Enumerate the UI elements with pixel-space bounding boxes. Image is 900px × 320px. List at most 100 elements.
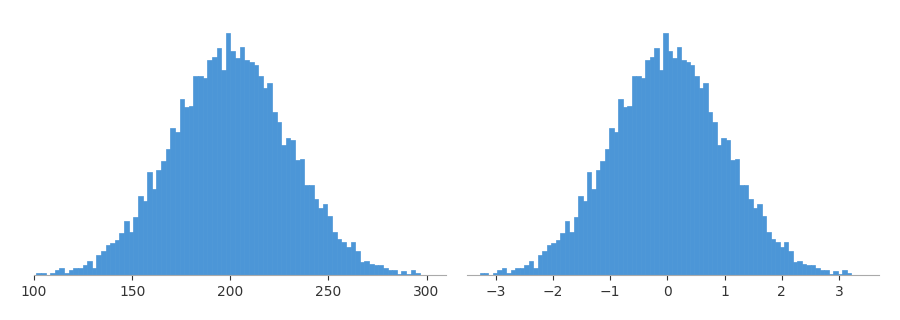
Bar [609, 128, 614, 276]
Bar [323, 204, 328, 276]
Bar [560, 233, 564, 276]
Bar [529, 261, 534, 276]
Bar [775, 242, 779, 276]
Bar [659, 70, 663, 276]
Bar [392, 270, 397, 276]
Bar [148, 172, 152, 276]
Bar [337, 239, 341, 276]
Bar [304, 185, 309, 276]
Bar [217, 48, 221, 276]
Bar [309, 185, 313, 276]
Bar [766, 232, 770, 276]
Bar [811, 265, 815, 276]
Bar [369, 264, 374, 276]
Bar [374, 265, 378, 276]
Bar [4, 275, 9, 276]
Bar [498, 270, 502, 276]
Bar [180, 99, 184, 276]
Bar [434, 275, 438, 276]
Bar [319, 208, 323, 276]
Bar [267, 84, 272, 276]
Bar [212, 57, 217, 276]
Bar [887, 274, 892, 276]
Bar [68, 270, 73, 276]
Bar [779, 247, 784, 276]
Bar [254, 65, 258, 276]
Bar [356, 251, 360, 276]
Bar [690, 65, 695, 276]
Bar [865, 275, 869, 276]
Bar [641, 78, 645, 276]
Bar [194, 76, 198, 276]
Bar [734, 158, 739, 276]
Bar [291, 140, 295, 276]
Bar [672, 58, 677, 276]
Bar [551, 243, 555, 276]
Bar [578, 196, 582, 276]
Bar [263, 88, 267, 276]
Bar [397, 274, 401, 276]
Bar [761, 216, 766, 276]
Bar [50, 273, 55, 276]
Bar [276, 123, 281, 276]
Bar [286, 138, 291, 276]
Bar [64, 273, 68, 276]
Bar [429, 275, 434, 276]
Bar [9, 275, 14, 276]
Bar [829, 274, 833, 276]
Bar [730, 160, 734, 276]
Bar [83, 265, 87, 276]
Bar [401, 271, 406, 276]
Bar [632, 76, 636, 276]
Bar [120, 233, 124, 276]
Bar [105, 245, 110, 276]
Bar [668, 51, 672, 276]
Bar [663, 33, 668, 276]
Bar [170, 128, 175, 276]
Bar [507, 273, 511, 276]
Bar [493, 273, 498, 276]
Bar [788, 251, 793, 276]
Bar [713, 123, 716, 276]
Bar [784, 242, 788, 276]
Bar [537, 255, 542, 276]
Bar [36, 273, 40, 276]
Bar [596, 170, 600, 276]
Bar [444, 275, 448, 276]
Bar [239, 47, 244, 276]
Bar [820, 270, 824, 276]
Bar [0, 275, 4, 276]
Bar [101, 251, 105, 276]
Bar [793, 262, 797, 276]
Bar [802, 264, 806, 276]
Bar [695, 76, 699, 276]
Bar [415, 273, 420, 276]
Bar [457, 274, 462, 276]
Bar [851, 275, 856, 276]
Bar [752, 208, 757, 276]
Bar [484, 273, 489, 276]
Bar [739, 185, 743, 276]
Bar [704, 84, 708, 276]
Bar [569, 232, 573, 276]
Bar [806, 265, 811, 276]
Bar [587, 172, 591, 276]
Bar [636, 76, 641, 276]
Bar [351, 242, 356, 276]
Bar [138, 196, 142, 276]
Bar [281, 145, 286, 276]
Bar [382, 268, 388, 276]
Bar [249, 62, 254, 276]
Bar [838, 274, 842, 276]
Bar [770, 239, 775, 276]
Bar [388, 270, 392, 276]
Bar [40, 273, 46, 276]
Bar [654, 48, 659, 276]
Bar [511, 270, 516, 276]
Bar [346, 247, 351, 276]
Bar [650, 57, 654, 276]
Bar [520, 268, 525, 276]
Bar [645, 60, 650, 276]
Bar [546, 245, 551, 276]
Bar [378, 265, 382, 276]
